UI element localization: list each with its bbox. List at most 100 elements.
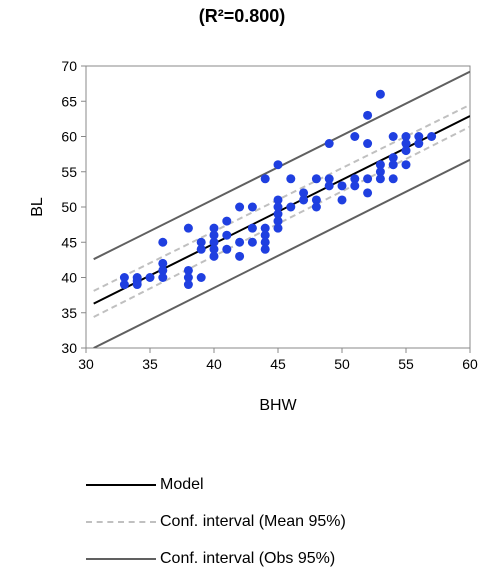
data-point — [286, 202, 296, 212]
data-point — [119, 273, 129, 282]
y-tick-label: 50 — [61, 199, 77, 215]
legend-swatch-mean-ci — [86, 521, 156, 523]
data-point — [209, 230, 219, 240]
x-tick-label: 40 — [206, 356, 222, 372]
y-tick-label: 55 — [61, 164, 77, 180]
legend-label-obs-ci: Conf. interval (Obs 95%) — [160, 550, 336, 567]
data-point — [158, 258, 168, 268]
chart-legend: Model Conf. interval (Mean 95%) Conf. in… — [86, 467, 346, 578]
x-tick-label: 30 — [78, 356, 94, 372]
chart-title: (R²=0.800) — [198, 6, 286, 26]
x-tick-label: 55 — [398, 356, 414, 372]
data-point — [209, 244, 219, 254]
data-point — [375, 160, 385, 170]
data-point — [273, 209, 283, 219]
legend-item-mean-ci: Conf. interval (Mean 95%) — [86, 504, 346, 540]
data-point — [273, 216, 283, 226]
data-point — [350, 132, 360, 141]
data-point — [427, 132, 437, 141]
data-point — [401, 160, 411, 170]
y-tick-label: 70 — [61, 58, 77, 74]
data-point — [222, 216, 232, 226]
data-point — [388, 174, 398, 184]
data-point — [196, 273, 206, 282]
data-point — [273, 160, 283, 170]
data-point — [388, 132, 398, 141]
data-point — [235, 202, 245, 212]
data-point — [247, 237, 257, 247]
data-point — [375, 174, 385, 184]
data-point — [363, 188, 373, 198]
x-tick-label: 60 — [462, 356, 478, 372]
data-point — [209, 237, 219, 247]
data-point — [247, 202, 257, 212]
y-tick-label: 30 — [61, 340, 77, 356]
data-point — [260, 244, 270, 254]
data-point — [350, 181, 360, 191]
data-point — [375, 167, 385, 177]
data-point — [260, 237, 270, 247]
data-point — [183, 273, 193, 282]
legend-item-obs-ci: Conf. interval (Obs 95%) — [86, 541, 346, 577]
data-point — [183, 223, 193, 233]
data-point — [350, 174, 360, 184]
data-point — [196, 237, 206, 247]
data-point — [260, 230, 270, 240]
data-point — [286, 174, 296, 184]
obs-ci-lower-line — [93, 158, 470, 348]
x-tick-label: 45 — [270, 356, 286, 372]
data-point — [311, 174, 321, 184]
data-point — [324, 139, 334, 149]
data-point — [273, 202, 283, 212]
legend-label-mean-ci: Conf. interval (Mean 95%) — [160, 513, 346, 530]
data-point — [158, 237, 168, 247]
x-tick-label: 35 — [142, 356, 158, 372]
data-point — [388, 160, 398, 170]
data-point — [324, 174, 334, 184]
data-point — [235, 237, 245, 247]
data-point — [324, 181, 334, 191]
y-axis-label: BL — [29, 197, 46, 217]
data-point — [414, 139, 424, 149]
data-point — [183, 280, 193, 290]
data-point — [158, 265, 168, 275]
data-point — [337, 195, 347, 205]
data-point — [363, 139, 373, 149]
data-point — [388, 153, 398, 163]
data-point — [299, 195, 309, 205]
legend-swatch-obs-ci — [86, 558, 156, 560]
data-point — [209, 251, 219, 261]
scatter-chart: 30 35 40 45 50 55 60 30 35 40 45 50 55 60 65 70 BHW BL — [29, 58, 478, 414]
data-point — [183, 265, 193, 275]
data-point — [273, 223, 283, 233]
legend-item-model: Model — [86, 467, 346, 503]
data-point — [247, 223, 257, 233]
data-point — [222, 244, 232, 254]
y-tick-label: 35 — [61, 305, 77, 321]
data-point — [260, 223, 270, 233]
data-point — [132, 280, 142, 290]
data-point — [363, 174, 373, 184]
data-point — [119, 280, 129, 290]
data-point — [222, 230, 232, 240]
x-axis-label: BHW — [259, 397, 297, 414]
data-point — [260, 174, 270, 184]
legend-label-model: Model — [160, 476, 204, 493]
data-point — [375, 89, 385, 99]
data-point — [311, 195, 321, 205]
data-point — [337, 181, 347, 191]
legend-swatch-model — [86, 484, 156, 486]
y-tick-label: 65 — [61, 93, 77, 109]
data-point — [273, 195, 283, 205]
data-point — [363, 110, 373, 120]
y-tick-label: 60 — [61, 129, 77, 145]
data-point — [299, 188, 309, 198]
data-point — [311, 202, 321, 212]
data-point — [196, 244, 206, 254]
y-tick-label: 45 — [61, 234, 77, 250]
data-point — [158, 273, 168, 282]
x-tick-label: 50 — [334, 356, 350, 372]
y-tick-label: 40 — [61, 270, 77, 286]
data-point — [145, 273, 155, 282]
data-point — [209, 223, 219, 233]
